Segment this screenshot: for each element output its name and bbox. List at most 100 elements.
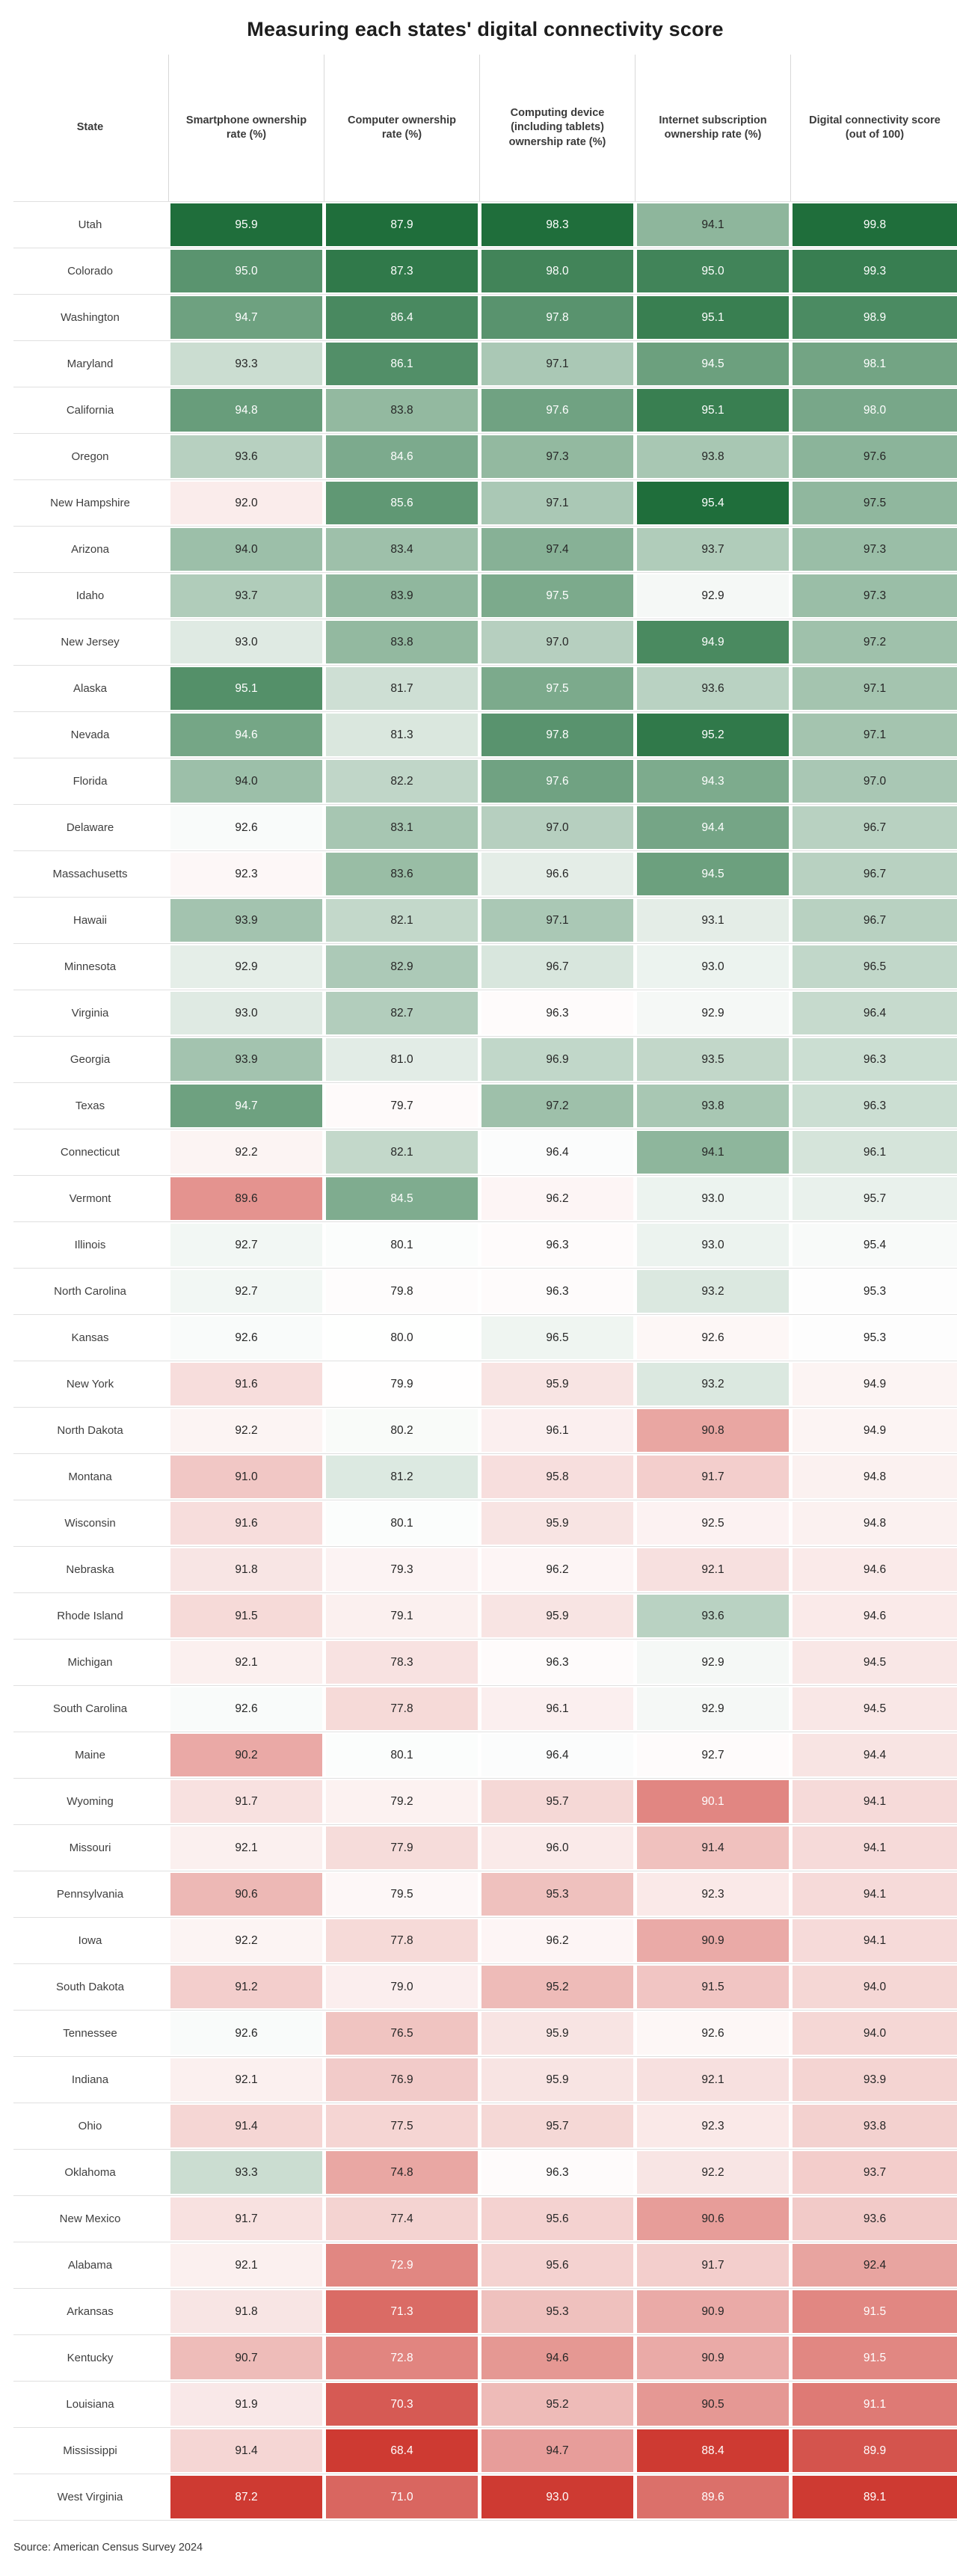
value-cell: 94.6 (481, 2337, 633, 2379)
value-cell: 76.5 (326, 2012, 478, 2055)
value-cell: 95.0 (637, 250, 789, 292)
value-cell: 79.7 (326, 1085, 478, 1127)
state-cell: Missouri (13, 1827, 167, 1869)
value-cell: 97.1 (481, 482, 633, 524)
value-cell: 94.9 (793, 1363, 957, 1405)
value-cell: 77.4 (326, 2198, 478, 2240)
value-cell: 98.1 (793, 343, 957, 385)
value-cell: 96.3 (481, 2151, 633, 2194)
value-cell: 97.3 (793, 574, 957, 617)
value-cell: 93.6 (637, 667, 789, 710)
value-cell: 92.1 (170, 1827, 322, 1869)
state-cell: Minnesota (13, 945, 167, 988)
value-cell: 96.3 (481, 1641, 633, 1684)
state-cell: Delaware (13, 806, 167, 849)
value-cell: 91.0 (170, 1456, 322, 1498)
table-row: Texas 94.7 79.7 97.2 93.8 96.3 (13, 1082, 957, 1129)
value-cell: 96.4 (481, 1131, 633, 1174)
state-cell: Colorado (13, 250, 167, 292)
value-cell: 87.9 (326, 203, 478, 246)
value-cell: 93.1 (637, 899, 789, 942)
table-row: Colorado 95.0 87.3 98.0 95.0 99.3 (13, 248, 957, 294)
value-cell: 95.7 (481, 2105, 633, 2147)
table-row: Mississippi 91.4 68.4 94.7 88.4 89.9 (13, 2427, 957, 2474)
value-cell: 68.4 (326, 2429, 478, 2472)
table-row: Georgia 93.9 81.0 96.9 93.5 96.3 (13, 1036, 957, 1082)
table-row: Florida 94.0 82.2 97.6 94.3 97.0 (13, 758, 957, 804)
value-cell: 95.3 (793, 1270, 957, 1313)
value-cell: 92.7 (637, 1734, 789, 1776)
value-cell: 92.1 (637, 2058, 789, 2101)
state-cell: Massachusetts (13, 853, 167, 895)
state-cell: Illinois (13, 1224, 167, 1266)
value-cell: 92.2 (170, 1919, 322, 1962)
table-row: Kentucky 90.7 72.8 94.6 90.9 91.5 (13, 2334, 957, 2381)
value-cell: 93.0 (170, 621, 322, 663)
value-cell: 79.5 (326, 1873, 478, 1916)
value-cell: 92.0 (170, 482, 322, 524)
state-cell: North Carolina (13, 1270, 167, 1313)
table-row: Utah 95.9 87.9 98.3 94.1 99.8 (13, 201, 957, 248)
table-row: New York 91.6 79.9 95.9 93.2 94.9 (13, 1361, 957, 1407)
value-cell: 86.4 (326, 296, 478, 339)
value-cell: 96.0 (481, 1827, 633, 1869)
value-cell: 93.0 (637, 1177, 789, 1220)
value-cell: 95.9 (170, 203, 322, 246)
value-cell: 79.8 (326, 1270, 478, 1313)
value-cell: 93.2 (637, 1363, 789, 1405)
value-cell: 94.0 (170, 760, 322, 803)
state-cell: South Carolina (13, 1687, 167, 1730)
value-cell: 90.6 (170, 1873, 322, 1916)
value-cell: 81.7 (326, 667, 478, 710)
state-cell: Connecticut (13, 1131, 167, 1174)
value-cell: 84.5 (326, 1177, 478, 1220)
value-cell: 94.9 (637, 621, 789, 663)
value-cell: 93.0 (170, 992, 322, 1034)
state-cell: Oklahoma (13, 2151, 167, 2194)
table-row: Michigan 92.1 78.3 96.3 92.9 94.5 (13, 1639, 957, 1685)
value-cell: 71.3 (326, 2290, 478, 2333)
value-cell: 94.5 (793, 1687, 957, 1730)
value-cell: 94.1 (793, 1873, 957, 1916)
value-cell: 95.6 (481, 2198, 633, 2240)
table-row: Idaho 93.7 83.9 97.5 92.9 97.3 (13, 572, 957, 619)
value-cell: 91.6 (170, 1502, 322, 1545)
value-cell: 91.5 (637, 1966, 789, 2008)
state-cell: Florida (13, 760, 167, 803)
value-cell: 90.2 (170, 1734, 322, 1776)
table-row: Missouri 92.1 77.9 96.0 91.4 94.1 (13, 1824, 957, 1871)
value-cell: 89.1 (793, 2476, 957, 2518)
table-row: Iowa 92.2 77.8 96.2 90.9 94.1 (13, 1917, 957, 1963)
value-cell: 93.6 (793, 2198, 957, 2240)
value-cell: 82.1 (326, 899, 478, 942)
value-cell: 83.9 (326, 574, 478, 617)
value-cell: 97.0 (481, 806, 633, 849)
value-cell: 95.8 (481, 1456, 633, 1498)
value-cell: 96.5 (481, 1316, 633, 1359)
value-cell: 94.7 (170, 296, 322, 339)
table-row: Kansas 92.6 80.0 96.5 92.6 95.3 (13, 1314, 957, 1361)
table-header-row: State Smartphone ownership rate (%) Comput… (13, 55, 957, 201)
value-cell: 96.9 (481, 1038, 633, 1081)
state-cell: Hawaii (13, 899, 167, 942)
state-cell: Arizona (13, 528, 167, 571)
value-cell: 83.4 (326, 528, 478, 571)
value-cell: 97.6 (793, 435, 957, 478)
column-header-internet: Internet subscription ownership rate (%) (635, 55, 789, 201)
state-cell: Wyoming (13, 1780, 167, 1823)
value-cell: 94.9 (793, 1409, 957, 1452)
value-cell: 89.6 (637, 2476, 789, 2518)
value-cell: 93.0 (637, 945, 789, 988)
value-cell: 93.9 (170, 899, 322, 942)
page-title: Measuring each states' digital connectiv… (247, 18, 724, 40)
value-cell: 83.8 (326, 621, 478, 663)
value-cell: 99.8 (793, 203, 957, 246)
value-cell: 97.6 (481, 389, 633, 432)
value-cell: 84.6 (326, 435, 478, 478)
value-cell: 93.0 (637, 1224, 789, 1266)
value-cell: 79.3 (326, 1548, 478, 1591)
table-row: New Jersey 93.0 83.8 97.0 94.9 97.2 (13, 619, 957, 665)
value-cell: 91.2 (170, 1966, 322, 2008)
value-cell: 94.5 (637, 343, 789, 385)
